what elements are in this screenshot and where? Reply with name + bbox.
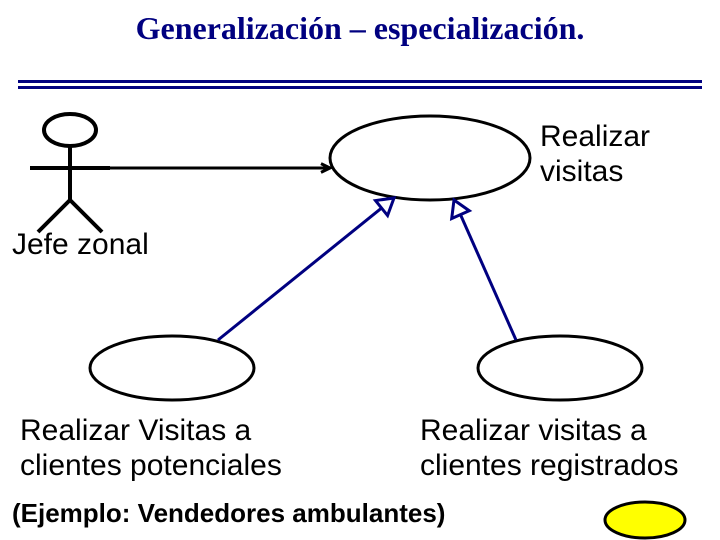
usecase-child-left-label-line2: clientes potenciales [20,449,282,482]
usecase-child-left-ellipse [90,336,254,400]
decor-ellipse-icon [605,502,685,538]
title-rule-top [18,80,702,83]
usecase-child-left-label: Realizar Visitas a clientes potenciales [20,414,282,483]
usecase-child-right-label: Realizar visitas a clientes registrados [420,414,678,483]
usecase-child-right-label-line2: clientes registrados [420,449,678,482]
generalization-right [452,200,516,340]
usecase-child-right-ellipse [478,336,642,400]
footer-example: (Ejemplo: Vendedores ambulantes) [12,498,445,529]
usecase-child-left-label-line1: Realizar Visitas a [20,414,251,447]
usecase-parent-label: Realizar visitas [540,120,650,189]
usecase-child-right-label-line1: Realizar visitas a [420,414,647,447]
association-line [110,164,330,173]
actor-icon [30,114,110,232]
title-rule-bottom [18,86,702,89]
actor-label: Jefe zonal [12,228,149,263]
usecase-parent-label-line1: Realizar [540,120,650,153]
page-title: Generalización – especialización. [75,10,645,47]
generalization-left [218,198,394,340]
usecase-parent-ellipse [330,116,530,200]
usecase-parent-label-line2: visitas [540,155,623,188]
